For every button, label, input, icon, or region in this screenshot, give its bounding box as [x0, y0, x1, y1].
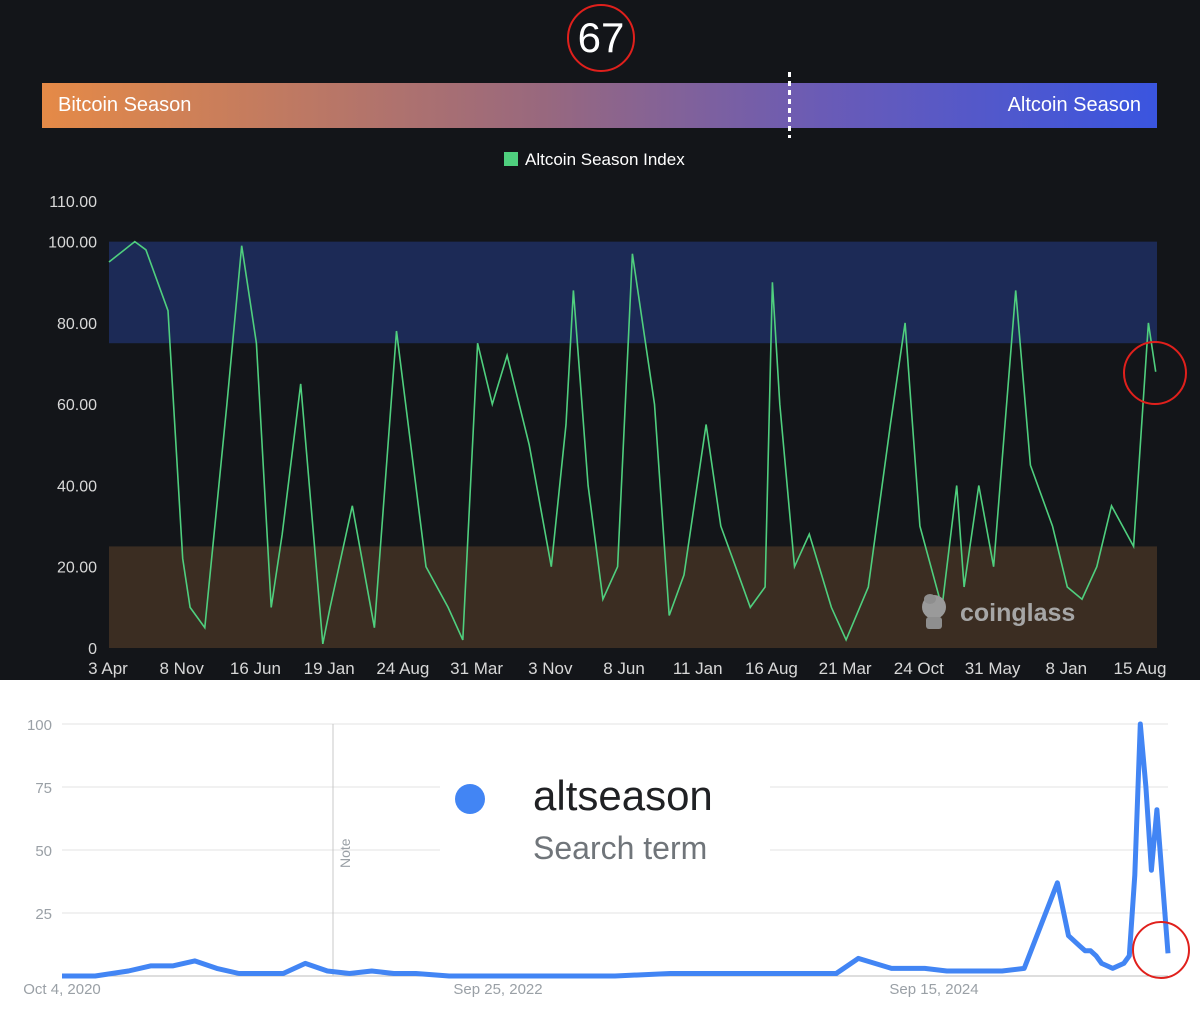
season-gauge-marker — [788, 72, 792, 138]
index-x-tick-label: 21 Mar — [819, 659, 872, 678]
index-y-tick-label: 100.00 — [48, 235, 97, 252]
trend-y-tick-label: 50 — [35, 843, 52, 860]
index-x-tick-label: 3 Apr — [88, 659, 128, 678]
altcoin-index-chart: 0 20.00 40.00 60.00 80.00 100.00 110.00 3 Apr 8… — [48, 194, 1187, 678]
index-x-tick-label: 31 Mar — [450, 659, 503, 678]
index-x-tick-label: 16 Aug — [745, 659, 798, 678]
index-x-tick-label: 11 Jan — [673, 659, 723, 678]
trend-x-tick-label: Oct 4, 2020 — [23, 981, 101, 998]
trend-y-tick-label: 75 — [35, 780, 52, 797]
index-y-tick-label: 40.00 — [57, 478, 97, 495]
index-legend: Altcoin Season Index — [504, 150, 685, 170]
index-x-tick-label: 15 Aug — [1114, 659, 1167, 678]
index-x-tick-label: 8 Nov — [160, 659, 205, 678]
trend-y-tick-label: 25 — [35, 906, 52, 923]
index-legend-swatch — [504, 152, 518, 166]
trend-y-tick-label: 100 — [27, 717, 52, 734]
index-x-tick-label: 24 Oct — [894, 659, 944, 678]
index-y-tick-label: 80.00 — [57, 316, 97, 333]
index-legend-label: Altcoin Season Index — [525, 150, 685, 169]
current-value-highlight-circle — [1123, 341, 1187, 405]
trend-legend-dot-icon — [455, 784, 485, 814]
index-x-tick-label: 24 Aug — [376, 659, 429, 678]
index-x-tick-label: 8 Jun — [603, 659, 645, 678]
index-x-tick-label: 16 Jun — [230, 659, 281, 678]
trend-x-tick-label: Sep 15, 2024 — [889, 981, 978, 998]
trend-legend: altseason Search term — [440, 770, 770, 880]
coinglass-logo-base-icon — [926, 617, 942, 629]
index-x-tick-label: 3 Nov — [528, 659, 573, 678]
index-value: 67 — [567, 4, 635, 72]
index-y-tick-label: 0 — [88, 641, 97, 658]
index-y-tick-label: 60.00 — [57, 397, 97, 414]
altcoin-season-label: Altcoin Season — [1007, 94, 1141, 116]
index-x-tick-label: 31 May — [965, 659, 1021, 678]
note-label: Note — [337, 838, 353, 868]
coinglass-logo-ear-icon — [924, 594, 936, 604]
index-y-tick-label: 110.00 — [49, 194, 97, 211]
coinglass-watermark-text: coinglass — [960, 599, 1075, 627]
altseason-series-line — [62, 721, 1171, 979]
index-series-line — [108, 240, 1157, 645]
coinglass-watermark: coinglass — [922, 594, 1075, 629]
index-x-tick-label: 19 Jan — [304, 659, 355, 678]
index-y-tick-label: 20.00 — [57, 560, 97, 577]
trend-legend-subtitle: Search term — [533, 830, 708, 866]
bitcoin-season-zone — [109, 546, 1157, 648]
trend-x-tick-label: Sep 25, 2022 — [453, 981, 542, 998]
bitcoin-season-label: Bitcoin Season — [58, 94, 192, 116]
season-gauge: Bitcoin Season Altcoin Season — [42, 83, 1157, 128]
index-x-tick-label: 8 Jan — [1045, 659, 1087, 678]
trend-end-highlight-circle — [1132, 921, 1190, 979]
trend-legend-term: altseason — [533, 772, 713, 819]
